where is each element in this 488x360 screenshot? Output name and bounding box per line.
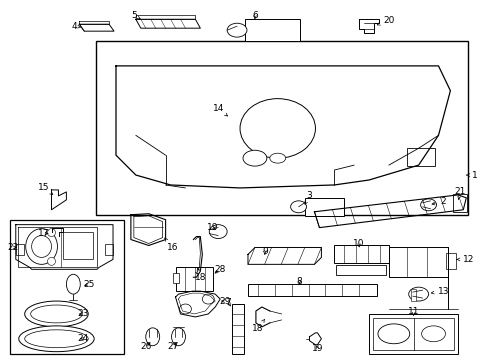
- Ellipse shape: [226, 23, 246, 37]
- Text: 18: 18: [252, 319, 264, 333]
- Text: 1: 1: [466, 171, 477, 180]
- Ellipse shape: [47, 229, 55, 237]
- Text: 9: 9: [262, 247, 267, 256]
- Text: 3: 3: [305, 192, 312, 204]
- Text: 28: 28: [214, 265, 225, 274]
- Ellipse shape: [66, 274, 80, 294]
- Bar: [304, 198, 344, 216]
- Ellipse shape: [25, 330, 88, 348]
- Ellipse shape: [243, 150, 266, 166]
- Ellipse shape: [377, 324, 409, 344]
- Text: 17: 17: [38, 229, 49, 238]
- Text: 6: 6: [251, 11, 257, 20]
- Text: 19: 19: [206, 223, 218, 232]
- Text: 8: 8: [296, 277, 302, 286]
- Ellipse shape: [47, 257, 55, 265]
- Bar: [244, 19, 299, 41]
- Bar: [334, 246, 388, 264]
- Text: 14: 14: [212, 104, 227, 116]
- Text: 21: 21: [454, 188, 465, 199]
- Text: 11: 11: [407, 307, 419, 316]
- Text: 24: 24: [78, 334, 89, 343]
- Text: 27: 27: [166, 342, 178, 351]
- Bar: [10, 220, 123, 354]
- Bar: [232, 304, 244, 354]
- Text: 7: 7: [225, 298, 230, 307]
- Text: 26: 26: [140, 342, 151, 351]
- Ellipse shape: [31, 305, 82, 323]
- Text: 29: 29: [219, 297, 230, 306]
- Bar: [372, 318, 453, 350]
- Text: 12: 12: [456, 255, 473, 264]
- Ellipse shape: [408, 287, 427, 301]
- Ellipse shape: [51, 229, 63, 239]
- Ellipse shape: [240, 99, 315, 158]
- Text: 23: 23: [78, 310, 89, 319]
- Text: 15: 15: [38, 184, 53, 194]
- Bar: [452, 194, 467, 212]
- Bar: [406, 148, 434, 166]
- Bar: [175, 267, 213, 291]
- Bar: [368, 314, 457, 354]
- Text: 19: 19: [311, 344, 323, 353]
- Text: 10: 10: [353, 239, 364, 248]
- Ellipse shape: [25, 301, 88, 327]
- Text: 16: 16: [164, 238, 178, 252]
- Bar: [388, 247, 447, 277]
- Ellipse shape: [145, 328, 160, 346]
- Bar: [16, 243, 24, 255]
- Text: 18: 18: [194, 268, 205, 282]
- Ellipse shape: [420, 199, 436, 211]
- Bar: [446, 253, 455, 269]
- Text: 4: 4: [71, 22, 81, 31]
- Ellipse shape: [290, 201, 306, 213]
- Bar: [247, 284, 376, 296]
- Text: 22: 22: [7, 243, 19, 252]
- Ellipse shape: [179, 304, 191, 314]
- Text: 13: 13: [430, 287, 448, 296]
- Ellipse shape: [269, 153, 285, 163]
- Bar: [63, 231, 93, 260]
- Ellipse shape: [209, 225, 226, 239]
- Ellipse shape: [32, 235, 51, 257]
- Text: 25: 25: [83, 280, 95, 289]
- Ellipse shape: [19, 326, 94, 352]
- Ellipse shape: [26, 229, 57, 264]
- Bar: [336, 265, 385, 275]
- Bar: [410, 289, 415, 301]
- Ellipse shape: [202, 294, 214, 304]
- Text: 20: 20: [377, 16, 394, 25]
- Bar: [172, 273, 178, 283]
- Bar: [105, 243, 113, 255]
- Text: 2: 2: [431, 197, 446, 206]
- Text: 5: 5: [131, 11, 140, 20]
- Ellipse shape: [421, 326, 445, 342]
- Bar: [96, 41, 468, 215]
- Ellipse shape: [171, 328, 185, 346]
